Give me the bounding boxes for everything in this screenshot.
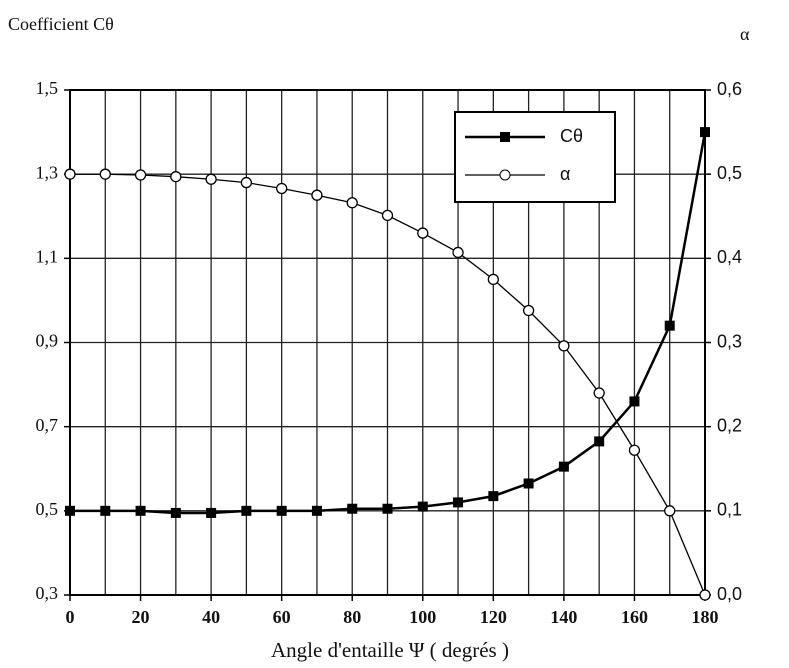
y2-tick-label: 0,5 <box>717 163 742 183</box>
marker <box>699 589 711 601</box>
y-tick-label: 1,5 <box>36 78 59 98</box>
y-tick-label: 0,5 <box>36 499 59 519</box>
marker <box>276 505 287 516</box>
marker <box>558 461 569 472</box>
marker <box>311 505 322 516</box>
marker <box>522 304 535 317</box>
x-tick-label: 60 <box>273 607 291 627</box>
y2-tick-label: 0,6 <box>717 79 742 99</box>
marker <box>417 227 429 239</box>
marker <box>100 505 111 516</box>
marker <box>65 505 75 516</box>
marker <box>311 189 323 201</box>
marker <box>347 503 358 514</box>
x-tick-label: 80 <box>343 607 361 627</box>
marker <box>487 273 499 286</box>
legend-label: α <box>560 164 570 184</box>
marker <box>628 444 641 456</box>
marker <box>629 396 640 407</box>
y2-tick-label: 0,2 <box>717 415 742 435</box>
marker <box>593 387 605 399</box>
marker <box>276 182 288 195</box>
y-tick-label: 0,9 <box>36 331 59 351</box>
x-tick-label: 20 <box>132 607 150 627</box>
y2-tick-label: 0,4 <box>717 247 742 267</box>
x-axis-label: Angle d'entaille Ψ ( degrés ) <box>271 638 509 662</box>
legend-marker <box>500 132 510 142</box>
marker <box>558 340 570 352</box>
x-tick-label: 120 <box>480 607 507 627</box>
y-axis-label: Coefficient Cθ <box>8 14 114 34</box>
marker <box>700 127 710 138</box>
marker <box>382 503 393 514</box>
marker <box>664 320 675 331</box>
y-tick-label: 1,3 <box>36 162 59 182</box>
y2-axis-label: α <box>740 24 750 44</box>
marker <box>64 168 76 180</box>
y2-tick-label: 0,3 <box>717 331 742 351</box>
y2-tick-label: 0,0 <box>717 584 742 604</box>
x-tick-label: 40 <box>202 607 220 627</box>
marker <box>452 246 464 259</box>
marker <box>99 168 111 180</box>
x-tick-label: 0 <box>66 607 75 627</box>
marker <box>523 478 534 489</box>
y-tick-label: 1,1 <box>36 246 59 266</box>
y2-tick-label: 0,1 <box>717 500 742 520</box>
legend: Cθ α <box>454 111 616 203</box>
marker <box>135 505 146 516</box>
marker <box>206 507 217 518</box>
marker <box>453 497 464 508</box>
marker <box>241 505 252 516</box>
marker <box>134 169 147 181</box>
legend-marker <box>499 169 511 181</box>
legend-box <box>454 111 616 203</box>
marker <box>488 491 499 502</box>
marker <box>594 436 605 447</box>
marker <box>664 505 676 517</box>
marker <box>417 501 428 512</box>
marker <box>381 209 394 222</box>
marker <box>170 171 182 183</box>
marker <box>170 507 181 518</box>
marker <box>205 173 217 185</box>
x-tick-label: 100 <box>409 607 436 627</box>
marker <box>346 197 358 209</box>
legend-label: Cθ <box>560 126 583 146</box>
marker <box>240 176 253 189</box>
x-tick-label: 160 <box>621 607 648 627</box>
y-tick-label: 0,3 <box>36 583 59 603</box>
x-tick-label: 140 <box>550 607 577 627</box>
y-tick-label: 0,7 <box>36 415 59 435</box>
x-tick-label: 180 <box>692 607 719 627</box>
plot-frame <box>69 89 706 596</box>
